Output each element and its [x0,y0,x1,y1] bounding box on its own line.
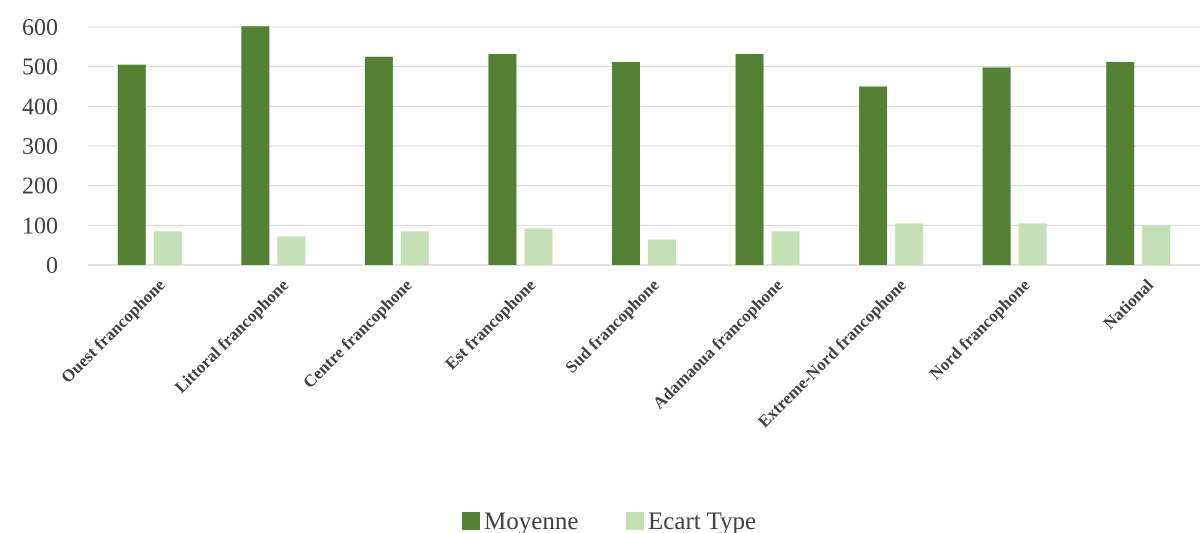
bar-moyenne-7 [859,86,888,265]
x-category-label: Nord francophone [926,275,1034,383]
y-tick-label: 400 [22,94,58,120]
y-tick-label: 200 [22,174,58,200]
x-category-label: Sud francophone [562,275,664,377]
x-category-label: Est francophone [441,275,539,373]
bar-ecart-type-2 [277,236,306,265]
x-category-label: Extreme-Nord francophone [754,275,910,431]
y-tick-label: 500 [22,55,58,81]
bar-moyenne-1 [117,64,146,265]
bar-moyenne-4 [488,53,517,266]
legend-swatch-ecart-type [626,512,644,530]
bar-ecart-type-8 [1018,223,1047,265]
x-category-label: Centre francophone [299,275,416,392]
bar-ecart-type-5 [648,239,676,265]
bar-moyenne-8 [982,67,1011,266]
y-tick-label: 300 [22,134,58,160]
bar-moyenne-6 [735,53,764,266]
y-tick-label: 600 [22,15,58,41]
y-axis-ticks: 0 100 200 300 400 500 600 [22,15,58,279]
legend: Moyenne Ecart Type [462,508,756,533]
x-category-label: Adamaoua francophone [649,275,787,413]
x-category-label: Ouest francophone [57,275,169,387]
bar-ecart-type-9 [1142,225,1171,265]
x-category-label: National [1100,275,1158,333]
bar-moyenne-2 [241,26,270,266]
bar-ecart-type-7 [895,223,924,265]
legend-swatch-moyenne [462,512,480,530]
bar-moyenne-5 [612,61,640,266]
bar-moyenne-3 [364,56,393,265]
bar-ecart-type-3 [400,231,429,265]
bars [117,26,1171,266]
bar-moyenne-9 [1106,61,1135,266]
bar-ecart-type-6 [771,231,800,265]
y-tick-label: 100 [22,213,58,239]
x-category-label: Littoral francophone [171,275,293,397]
bar-ecart-type-1 [153,231,182,265]
y-tick-label: 0 [46,253,58,279]
x-axis-labels: Ouest francophone Littoral francophone Cen… [57,275,1157,431]
gridlines [88,26,1200,266]
legend-label-moyenne: Moyenne [484,508,578,533]
bar-ecart-type-4 [524,228,553,265]
legend-label-ecart-type: Ecart Type [648,508,756,533]
